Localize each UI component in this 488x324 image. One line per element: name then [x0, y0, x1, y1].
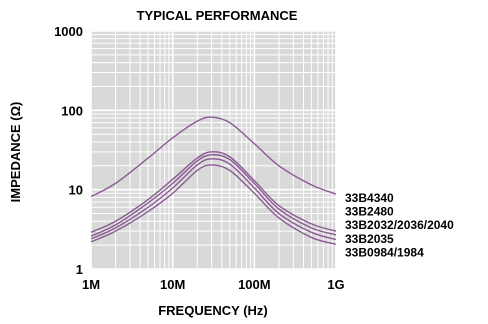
x-tick-label: 1M	[82, 277, 100, 292]
chart-title: TYPICAL PERFORMANCE	[137, 8, 298, 23]
plot-area	[91, 31, 336, 269]
grid	[90, 30, 337, 270]
series-label: 33B2035	[345, 232, 394, 246]
y-tick-label: 1	[76, 262, 83, 277]
series-line-5	[90, 164, 337, 245]
y-tick-label: 10	[69, 183, 83, 198]
y-axis-label: IMPEDANCE (Ω)	[8, 102, 23, 203]
x-tick-label: 10M	[160, 277, 185, 292]
series-labels: 33B434033B248033B2032/2036/204033B203533…	[345, 191, 454, 259]
series-line-4	[90, 158, 337, 241]
x-axis-label: FREQUENCY (Hz)	[158, 303, 268, 318]
y-tick-label: 100	[61, 103, 83, 118]
series-label: 33B4340	[345, 191, 394, 205]
series-label: 33B2032/2036/2040	[345, 218, 454, 232]
series-line-3	[90, 154, 337, 237]
x-tick-label: 1G	[327, 277, 344, 292]
series-label: 33B0984/1984	[345, 245, 424, 259]
y-tick-label: 1000	[54, 24, 83, 39]
series-lines	[90, 116, 337, 245]
series-line-1	[90, 116, 337, 198]
series-line-2	[90, 151, 337, 233]
x-tick-label: 100M	[238, 277, 271, 292]
series-label: 33B2480	[345, 205, 394, 219]
tick-labels: 1M 10M 100M 1G 1 10 100 1000	[54, 24, 345, 292]
